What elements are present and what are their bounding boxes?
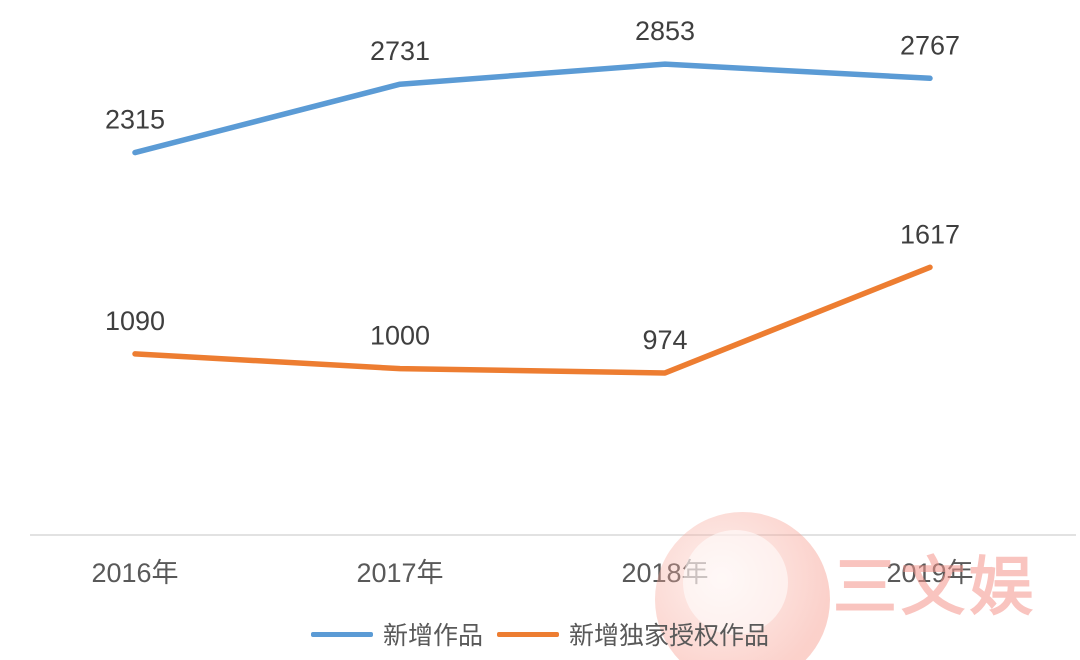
legend-label-new-works: 新增作品 (382, 622, 483, 650)
value-label: 2767 (900, 30, 960, 60)
value-label: 1617 (900, 219, 960, 249)
series-line-1 (132, 264, 933, 376)
value-label: 1000 (370, 321, 430, 351)
legend-label-exclusive-works: 新增独家授权作品 (569, 622, 770, 650)
value-label: 974 (642, 325, 687, 355)
value-label: 2315 (105, 105, 165, 135)
x-axis-tick-label: 2019年 (886, 558, 973, 588)
value-label: 1090 (105, 306, 165, 336)
x-axis-tick-label: 2016年 (91, 558, 178, 588)
chart-legend: 新增作品 新增独家授权作品 (0, 616, 1080, 652)
legend-swatch-orange-line (497, 631, 559, 637)
value-label: 2731 (370, 36, 430, 66)
value-label: 2853 (635, 16, 695, 46)
x-axis-tick-label: 2018年 (621, 558, 708, 588)
legend-swatch-blue-line (310, 631, 373, 637)
legend-item-exclusive-works: 新增独家授权作品 (497, 616, 769, 652)
legend-item-new-works: 新增作品 (310, 616, 483, 652)
x-axis-tick-label: 2017年 (356, 558, 443, 588)
series-line-0 (132, 61, 933, 156)
